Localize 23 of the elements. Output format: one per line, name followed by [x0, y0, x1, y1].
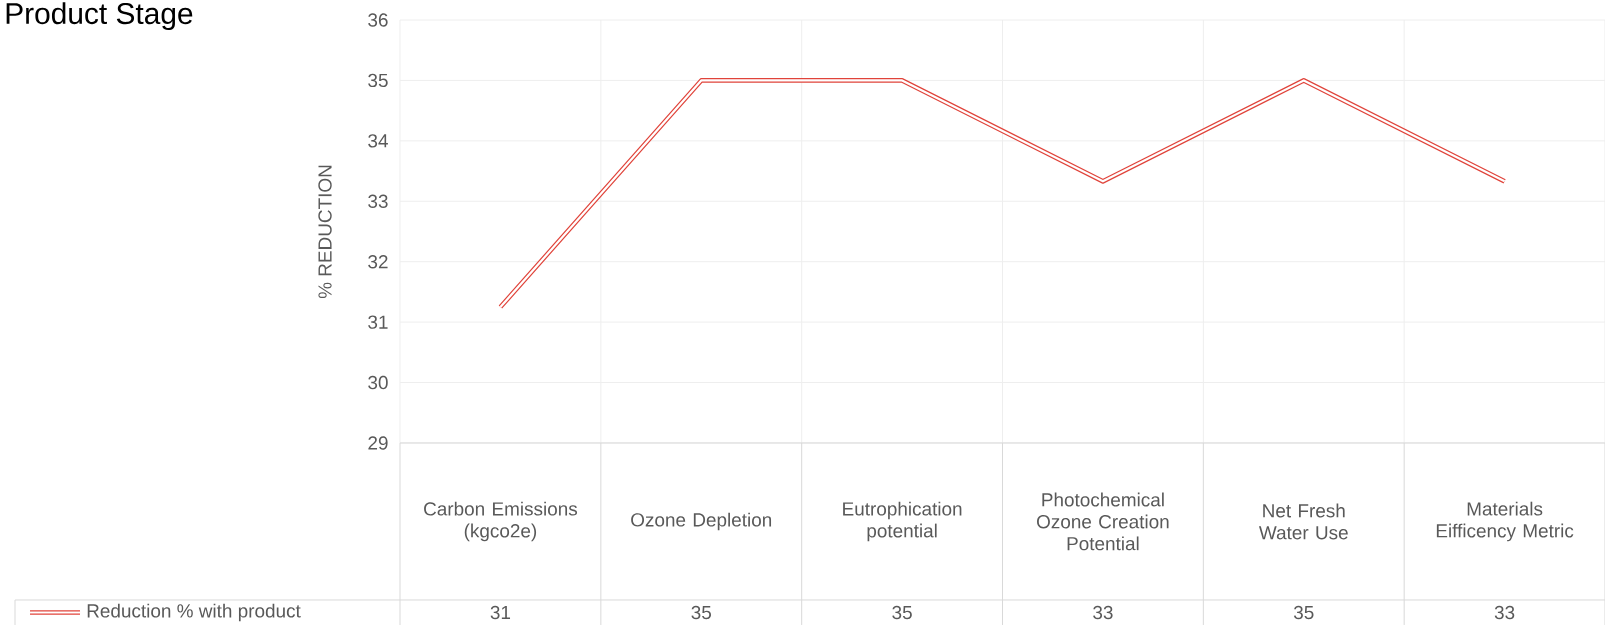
- y-tick-label: 29: [368, 436, 388, 450]
- y-tick-label: 36: [368, 13, 388, 27]
- data-label: 33: [1093, 605, 1113, 620]
- y-tick-label: 31: [368, 315, 388, 329]
- data-label: 35: [691, 605, 711, 620]
- data-label: 31: [490, 605, 511, 620]
- legend-label: Reduction % with product: [87, 603, 301, 622]
- x-tick-label: Ozone Depletion: [631, 512, 772, 531]
- data-label: 35: [892, 605, 912, 620]
- text: Product Stage: [6, 2, 193, 31]
- x-tick-label: Photochemical Ozone Creation Potential: [1037, 492, 1169, 551]
- x-tick-label: Eutrophication potential: [843, 501, 962, 542]
- y-tick-label: 30: [368, 375, 388, 390]
- y-tick-label: 35: [368, 73, 388, 88]
- y-axis-title: % REDUCTION: [318, 165, 332, 299]
- y-tick-label: 34: [368, 134, 388, 148]
- data-label: 33: [1494, 605, 1515, 620]
- x-tick-label: Materials Eifficency Metric: [1436, 501, 1574, 542]
- y-tick-label: 33: [368, 194, 388, 208]
- x-tick-label: Net Fresh Water Use: [1258, 503, 1348, 540]
- y-tick-label: 32: [368, 255, 388, 269]
- x-tick-label: Carbon Emissions (kgco2e): [424, 501, 578, 542]
- data-label: 35: [1293, 605, 1314, 620]
